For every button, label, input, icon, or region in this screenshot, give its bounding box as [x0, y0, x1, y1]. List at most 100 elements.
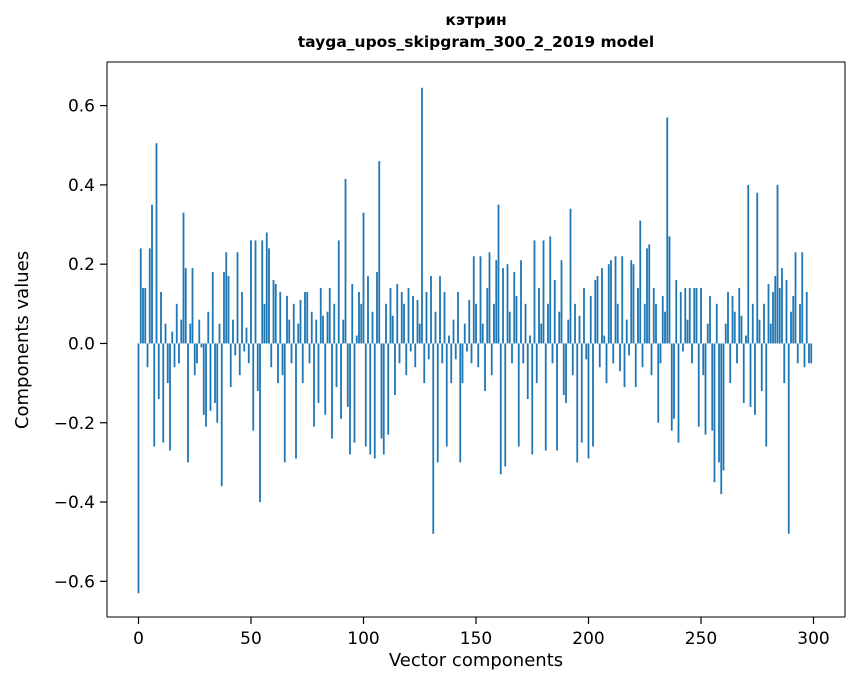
bar — [774, 276, 777, 344]
bar — [526, 343, 529, 399]
bar — [216, 343, 219, 423]
bar — [448, 335, 450, 344]
bar — [441, 343, 444, 364]
bar — [691, 343, 693, 364]
bar — [234, 343, 237, 356]
bar — [306, 291, 309, 344]
bar — [751, 303, 754, 344]
bar — [457, 291, 459, 344]
bar — [661, 295, 664, 344]
bar — [574, 303, 576, 344]
bar — [418, 323, 421, 344]
bar — [742, 343, 745, 403]
bar — [281, 343, 284, 376]
bar — [533, 240, 536, 344]
bar — [184, 268, 187, 344]
bar — [317, 343, 320, 403]
y-tick-label: −0.4 — [54, 493, 95, 513]
bar — [603, 335, 606, 344]
bar — [481, 323, 484, 344]
bar — [358, 291, 360, 344]
bar — [191, 268, 194, 344]
bar — [484, 343, 486, 392]
bar — [625, 319, 628, 344]
bar — [684, 287, 687, 344]
bar — [517, 343, 520, 447]
bar — [643, 303, 646, 344]
bar — [346, 343, 349, 407]
bar — [160, 291, 162, 344]
bar — [137, 343, 140, 594]
bar — [607, 264, 610, 344]
bar — [529, 335, 531, 344]
bar — [238, 343, 241, 376]
bar — [580, 343, 583, 443]
bar — [767, 284, 770, 344]
bar — [259, 343, 261, 503]
bar — [722, 343, 725, 471]
bar — [288, 319, 291, 344]
bar — [340, 343, 342, 419]
bar — [364, 343, 367, 447]
bar — [274, 284, 277, 344]
bar — [405, 343, 408, 376]
bar — [349, 343, 351, 455]
bar — [245, 327, 248, 344]
bar — [333, 303, 336, 344]
bar — [677, 343, 680, 443]
bar — [578, 315, 581, 344]
bar — [290, 343, 293, 364]
bar — [657, 343, 660, 423]
bar — [769, 323, 772, 344]
bar — [148, 248, 151, 344]
bar — [173, 343, 176, 368]
bar — [146, 343, 149, 368]
bar — [398, 343, 401, 364]
bar — [583, 287, 585, 344]
bar — [760, 343, 763, 392]
bar — [367, 276, 369, 344]
bar — [794, 252, 797, 344]
y-tick-label: −0.2 — [54, 414, 95, 434]
bar — [454, 343, 457, 360]
bar — [508, 311, 511, 344]
bar — [256, 343, 259, 392]
bar — [754, 343, 756, 415]
bar — [502, 268, 504, 344]
bar — [520, 260, 522, 344]
bar — [637, 287, 639, 344]
x-tick-label: 200 — [572, 629, 604, 649]
bar — [202, 343, 205, 415]
bar — [304, 291, 306, 344]
bar — [720, 343, 723, 495]
bar — [724, 323, 727, 344]
bar — [373, 343, 376, 459]
bar — [295, 343, 297, 459]
bar — [265, 232, 268, 344]
bar — [355, 335, 358, 344]
bar — [412, 295, 414, 344]
bar — [616, 303, 619, 344]
bar — [279, 291, 282, 344]
bar — [283, 343, 286, 463]
bar — [407, 287, 410, 344]
bar — [648, 244, 651, 344]
bar — [227, 276, 230, 344]
bar — [538, 287, 540, 344]
bar — [592, 343, 594, 447]
bar — [403, 303, 405, 344]
bar — [475, 303, 477, 344]
bar — [461, 343, 464, 384]
bar — [144, 287, 147, 344]
bar — [232, 319, 234, 344]
x-tick-label: 100 — [347, 629, 379, 649]
bar — [596, 276, 599, 344]
bar — [196, 343, 198, 364]
bar — [205, 343, 207, 427]
bar — [459, 343, 462, 463]
bar — [781, 268, 783, 344]
bar — [169, 343, 171, 451]
bar — [594, 280, 597, 344]
bar — [425, 291, 428, 344]
bar — [513, 272, 516, 344]
